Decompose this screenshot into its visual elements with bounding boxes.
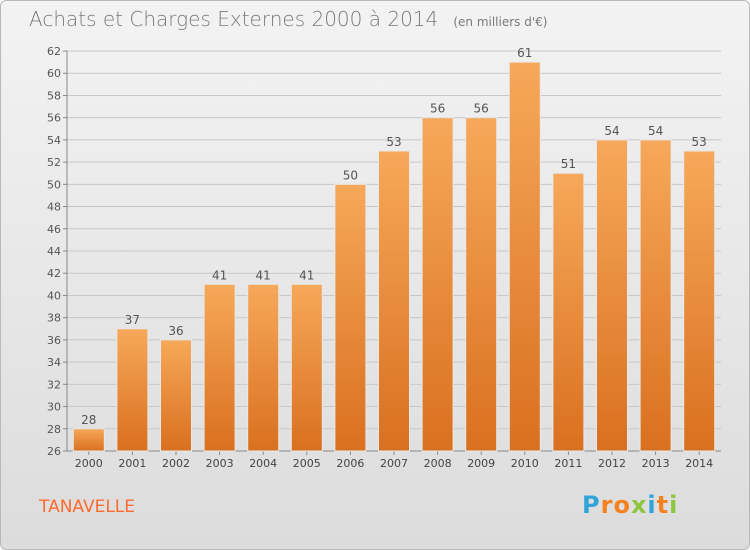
bar-2012: [596, 139, 628, 452]
data-labels: 28 37 36 41 41 41 50 53 56 56 61 51 54 54 53: [81, 46, 707, 427]
bar-2002: [160, 339, 192, 452]
bar-2001: [116, 328, 149, 452]
logo-letter: x: [630, 491, 648, 519]
y-tick-label: 52: [47, 156, 61, 169]
x-tick-label: 2011: [554, 457, 582, 470]
x-tick-label: 2013: [642, 457, 670, 470]
bars: [72, 61, 716, 452]
y-tick-label: 56: [47, 112, 61, 125]
y-tick-label: 44: [47, 245, 61, 258]
data-label: 54: [604, 124, 619, 138]
x-tick-label: 2010: [511, 457, 539, 470]
x-tick-label: 2000: [75, 457, 103, 470]
commune-name: TANAVELLE: [39, 497, 136, 517]
data-label: 56: [430, 102, 445, 116]
y-tick-label: 30: [47, 401, 61, 414]
y-tick-label: 60: [47, 67, 61, 80]
y-tick-label: 54: [47, 134, 61, 147]
y-tick-label: 42: [47, 267, 61, 280]
y-tick-label: 62: [47, 45, 61, 58]
bar-2011: [552, 172, 585, 452]
y-tick-label: 48: [47, 201, 61, 214]
data-label: 41: [212, 268, 227, 282]
logo-letter: P: [582, 491, 601, 519]
data-label: 41: [299, 268, 314, 282]
y-tick-label: 50: [47, 178, 61, 191]
y-tick-label: 34: [47, 356, 61, 369]
bar-2010: [508, 61, 541, 452]
x-tick-label: 2004: [249, 457, 277, 470]
data-label: 37: [125, 313, 140, 327]
logo-letter: i: [647, 491, 657, 519]
y-tick-label: 28: [47, 423, 61, 436]
x-tick-label: 2008: [424, 457, 452, 470]
logo-letter: t: [656, 491, 670, 519]
logo-letter: o: [613, 491, 631, 519]
x-tick-label: 2006: [336, 457, 364, 470]
bar-2000: [72, 428, 105, 452]
y-tick-label: 36: [47, 334, 61, 347]
data-label: 61: [517, 46, 532, 60]
y-tick-labels: 26 28 30 32 34 36 38 40 42 44 46 48 50 52 54 56 58 60 62: [47, 45, 61, 458]
proxiti-logo: Proxiti: [582, 491, 678, 519]
y-tick-label: 32: [47, 378, 61, 391]
x-tick-label: 2007: [380, 457, 408, 470]
x-tick-label: 2001: [118, 457, 146, 470]
y-tick-label: 58: [47, 89, 61, 102]
data-label: 36: [168, 324, 183, 338]
bar-2014: [683, 150, 716, 452]
bar-2005: [290, 283, 323, 452]
y-tick-label: 26: [47, 445, 61, 458]
bar-2006: [334, 183, 367, 452]
x-tick-label: 2002: [162, 457, 190, 470]
logo-letter: i: [669, 491, 679, 519]
y-tick-label: 40: [47, 289, 61, 302]
bar-2003: [203, 283, 236, 452]
data-label: 41: [256, 268, 271, 282]
logo-letter: r: [600, 491, 614, 519]
data-label: 28: [81, 413, 96, 427]
chart-title: Achats et Charges Externes 2000 à 2014: [29, 7, 439, 31]
data-label: 53: [386, 135, 401, 149]
x-tick-labels: 2000 2001 2002 2003 2004 2005 2006 2007 2008 2009…: [75, 457, 713, 470]
chart-subtitle: (en milliers d'€): [453, 15, 548, 29]
bar-2008: [421, 117, 454, 452]
bar-2007: [378, 150, 410, 452]
x-tick-label: 2014: [685, 457, 713, 470]
data-label: 53: [692, 135, 707, 149]
x-tick-label: 2003: [206, 457, 234, 470]
bar-2009: [465, 117, 498, 452]
bar-2013: [639, 139, 672, 452]
x-tick-label: 2009: [467, 457, 495, 470]
y-tick-label: 46: [47, 223, 61, 236]
data-label: 56: [474, 102, 489, 116]
y-tick-label: 38: [47, 312, 61, 325]
data-label: 51: [561, 157, 576, 171]
data-label: 50: [343, 168, 358, 182]
data-label: 54: [648, 124, 663, 138]
x-tick-label: 2005: [293, 457, 321, 470]
x-tick-label: 2012: [598, 457, 626, 470]
bar-2004: [247, 283, 280, 452]
chart-title-row: Achats et Charges Externes 2000 à 2014 (…: [29, 7, 547, 31]
